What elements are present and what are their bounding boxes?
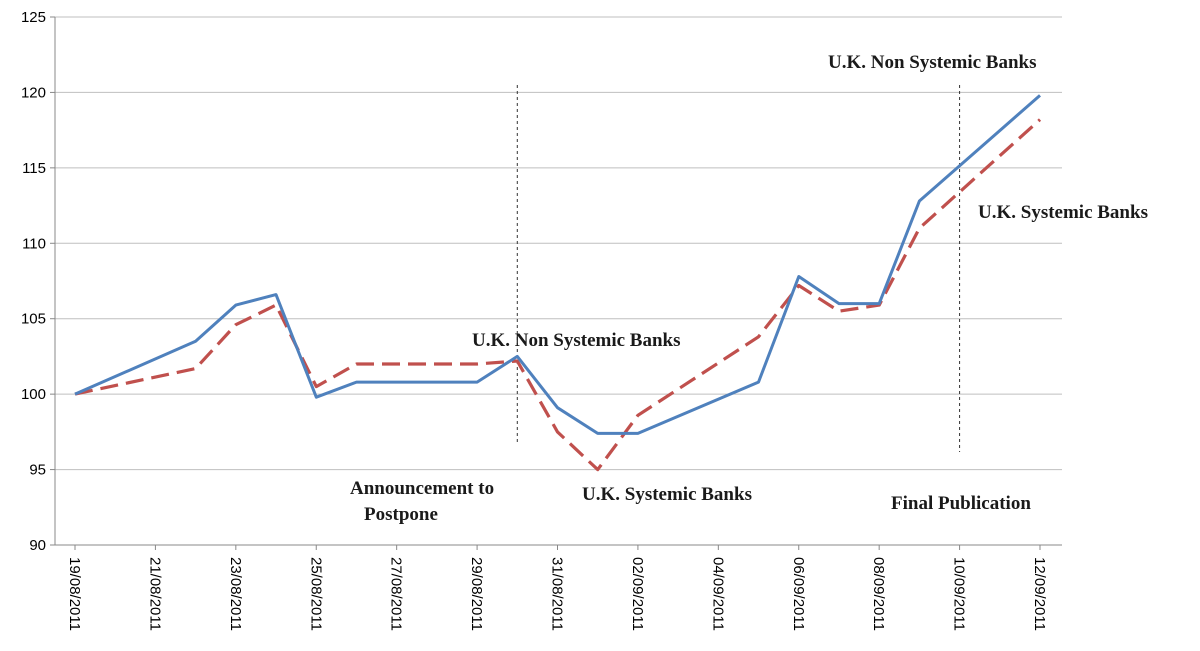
x-tick-label: 12/09/2011 <box>1031 557 1048 631</box>
annotation-systemic-mid: U.K. Systemic Banks <box>582 484 752 505</box>
y-tick-label: 110 <box>22 235 46 252</box>
event-lines <box>516 85 961 452</box>
x-tick-label: 06/09/2011 <box>790 557 807 631</box>
series-line-systemic <box>74 118 1042 472</box>
x-tick-label: 04/09/2011 <box>709 557 726 631</box>
y-axis-ticks: 90 95 100 105 110 115 120 125 <box>21 9 55 554</box>
annotation-systemic-end: U.K. Systemic Banks <box>978 202 1148 223</box>
y-tick-label: 125 <box>21 9 46 26</box>
y-tick-label: 100 <box>21 386 46 403</box>
event-label-final-publication: Final Publication <box>891 493 1031 514</box>
x-tick-label: 31/08/2011 <box>549 557 566 631</box>
x-tick-label: 19/08/2011 <box>66 557 83 631</box>
x-tick-label: 02/09/2011 <box>629 557 646 631</box>
x-tick-label: 21/08/2011 <box>146 557 163 631</box>
x-tick-label: 10/09/2011 <box>951 557 968 631</box>
x-tick-label: 25/08/2011 <box>307 557 324 631</box>
event-label-announcement-line2: Postpone <box>364 504 438 525</box>
x-tick-label: 08/09/2011 <box>870 557 887 631</box>
y-tick-label: 95 <box>29 462 46 479</box>
x-axis-ticks: 19/08/2011 21/08/2011 23/08/2011 25/08/2011… <box>66 545 1048 631</box>
y-tick-label: 115 <box>22 160 46 177</box>
annotation-non-systemic-mid: U.K. Non Systemic Banks <box>472 330 681 351</box>
y-tick-label: 120 <box>21 84 46 101</box>
event-label-announcement-line1: Announcement to <box>350 478 494 499</box>
y-tick-label: 90 <box>29 537 46 554</box>
y-tick-label: 105 <box>21 311 46 328</box>
x-tick-label: 27/08/2011 <box>388 557 405 631</box>
axes <box>54 17 1062 546</box>
x-tick-label: 23/08/2011 <box>227 557 244 631</box>
series-line-non-systemic <box>74 94 1041 435</box>
annotation-non-systemic-end: U.K. Non Systemic Banks <box>828 52 1037 73</box>
series-lines <box>74 94 1042 472</box>
x-tick-label: 29/08/2011 <box>468 557 485 631</box>
